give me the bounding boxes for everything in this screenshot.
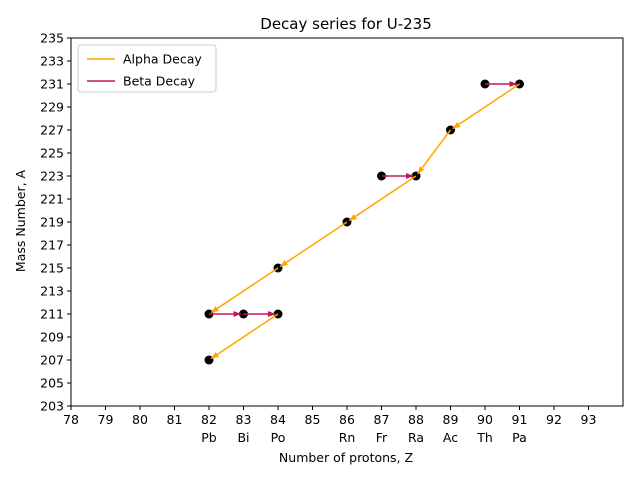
x-tick-label-83: 83 (236, 412, 252, 427)
element-label-ra: Ra (408, 430, 424, 445)
x-axis-label: Number of protons, Z (279, 450, 413, 465)
alpha-decay-arrow-2 (348, 175, 417, 222)
y-tick-label-221: 221 (40, 192, 64, 207)
y-tick-label-219: 219 (40, 215, 64, 230)
alpha-decay-arrow-0 (452, 83, 520, 130)
x-tick-label-82: 82 (201, 412, 217, 427)
element-label-bi: Bi (237, 430, 249, 445)
y-tick-label-213: 213 (40, 284, 64, 299)
x-tick-label-78: 78 (63, 412, 79, 427)
y-axis-label: Mass Number, A (13, 169, 28, 272)
y-tick-label-225: 225 (40, 146, 64, 161)
y-tick-label-215: 215 (40, 261, 64, 276)
y-tick-label-223: 223 (40, 169, 64, 184)
x-tick-label-88: 88 (408, 412, 424, 427)
chart-title: Decay series for U-235 (260, 15, 431, 33)
alpha-decay-arrow-1 (416, 129, 452, 175)
y-tick-label-233: 233 (40, 54, 64, 69)
y-tick-label-203: 203 (40, 399, 64, 414)
y-tick-label-229: 229 (40, 100, 64, 115)
nuclide-point-z82-a207 (204, 355, 214, 365)
alpha-decay-arrow-5 (210, 313, 279, 360)
alpha-decay-arrow-3 (279, 221, 348, 268)
y-tick-label-235: 235 (40, 31, 64, 46)
legend-label-beta-decay: Beta Decay (123, 74, 196, 89)
x-tick-label-93: 93 (581, 412, 597, 427)
y-tick-label-209: 209 (40, 330, 64, 345)
x-tick-label-90: 90 (477, 412, 493, 427)
x-tick-label-80: 80 (132, 412, 148, 427)
element-label-po: Po (271, 430, 286, 445)
x-tick-label-87: 87 (374, 412, 390, 427)
y-tick-label-207: 207 (40, 353, 64, 368)
element-label-pb: Pb (201, 430, 217, 445)
y-tick-label-231: 231 (40, 77, 64, 92)
legend: Alpha Decay Beta Decay (77, 44, 217, 93)
element-label-ac: Ac (443, 430, 458, 445)
x-tick-label-79: 79 (98, 412, 114, 427)
y-tick-label-205: 205 (40, 376, 64, 391)
legend-label-alpha-decay: Alpha Decay (123, 52, 202, 67)
axis-ticks: 78 79 80 81 82 83 84 85 86 87 88 89 90 91 92 93 Pb Bi Po Rn… (40, 31, 596, 446)
y-tick-label-227: 227 (40, 123, 64, 138)
plot-area (204, 79, 524, 365)
element-label-rn: Rn (339, 430, 356, 445)
element-label-pa: Pa (512, 430, 527, 445)
x-tick-label-85: 85 (305, 412, 321, 427)
element-label-th: Th (476, 430, 493, 445)
x-tick-label-89: 89 (443, 412, 459, 427)
element-label-fr: Fr (376, 430, 388, 445)
axes-frame (70, 37, 624, 407)
y-tick-label-211: 211 (40, 307, 64, 322)
alpha-decay-arrow-4 (210, 267, 279, 314)
x-tick-label-81: 81 (167, 412, 183, 427)
x-tick-label-84: 84 (270, 412, 286, 427)
x-tick-label-91: 91 (512, 412, 528, 427)
x-tick-label-92: 92 (546, 412, 562, 427)
y-tick-label-217: 217 (40, 238, 64, 253)
x-tick-label-86: 86 (339, 412, 355, 427)
